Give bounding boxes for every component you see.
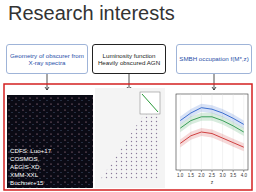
- tick-label: 4.0: [241, 173, 248, 178]
- frame: [4, 84, 252, 190]
- arrow: [129, 74, 130, 90]
- box: Geometry of obscurer from X-ray spectra: [6, 44, 88, 74]
- box: SMBH occupation f(M*,z): [176, 44, 252, 74]
- arrow: [214, 74, 215, 90]
- arrow-head: [45, 87, 49, 90]
- sky-image-texture: [7, 95, 93, 188]
- grid-line: [233, 94, 234, 170]
- arrow-head: [212, 87, 216, 90]
- caption: XMM-XXL: [10, 171, 39, 178]
- sky-image: [7, 95, 93, 188]
- tick-label: 3.0: [219, 173, 226, 178]
- arrow: [47, 74, 48, 90]
- tick: [233, 170, 234, 172]
- plot-frame: [176, 94, 248, 170]
- tick-label: 2.0: [198, 173, 205, 178]
- tick: [190, 170, 191, 172]
- tick-label: 3.5: [230, 173, 237, 178]
- caption: CDFS: Luo+17: [10, 147, 52, 154]
- inset-line: [142, 94, 158, 112]
- inset: [140, 92, 160, 114]
- plot-marks: [180, 104, 244, 152]
- slide-graphics: CDFS: Luo+17COSMOS,AEGIS-XD,XMM-XXLBuchn…: [0, 0, 256, 192]
- caption: COSMOS,: [10, 155, 40, 162]
- caption: AEGIS-XD,: [10, 163, 42, 170]
- tick-label: 1.0: [177, 173, 184, 178]
- tick: [180, 170, 181, 172]
- title: Research interests: [8, 2, 175, 25]
- box: Luminosity function Heavily obscured AGN: [92, 44, 166, 74]
- caption: Buchner+15: [10, 179, 44, 186]
- grid-line: [222, 94, 223, 170]
- band: [180, 128, 244, 151]
- tick: [201, 170, 202, 172]
- tick: [222, 170, 223, 172]
- tick-label: 1.5: [188, 173, 195, 178]
- scatter-image: [95, 88, 165, 188]
- tick: [243, 170, 244, 172]
- axis-label: z: [211, 179, 214, 185]
- tick: [212, 170, 213, 172]
- tick-label: 2.5: [209, 173, 216, 178]
- series-line: [180, 132, 244, 147]
